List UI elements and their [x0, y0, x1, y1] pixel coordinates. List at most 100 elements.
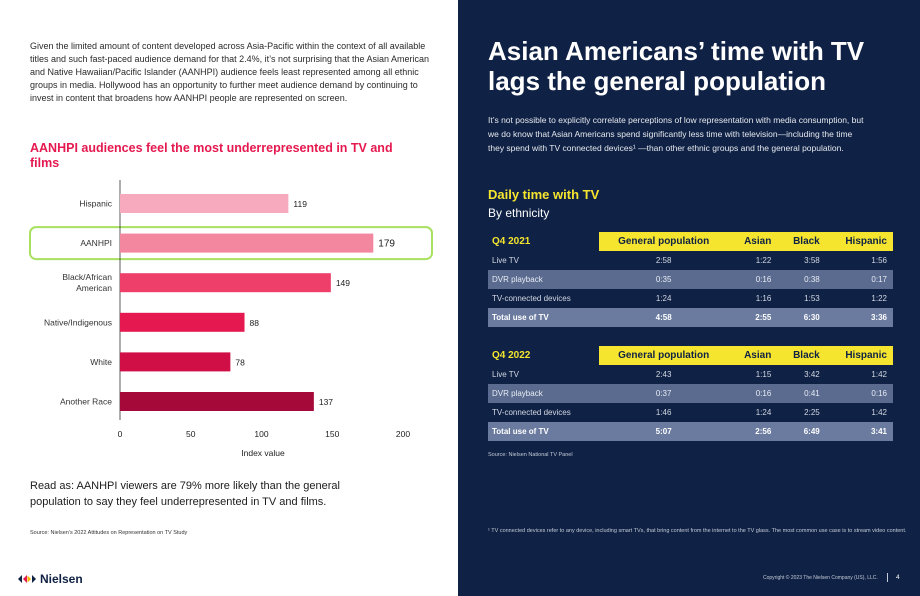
cell: 1:42: [871, 370, 887, 379]
right-intro-paragraph: It’s not possible to explicitly correlat…: [488, 115, 864, 153]
cell: 1:22: [755, 256, 772, 265]
data-label: 119: [293, 199, 307, 209]
cell: 2:55: [728, 308, 778, 327]
row-label: Total use of TV: [488, 422, 600, 441]
data-label: 149: [336, 278, 350, 288]
col-header: Black: [777, 232, 826, 251]
cell: 0:16: [728, 270, 778, 289]
nielsen-logo: Nielsen: [18, 572, 83, 586]
source-right: Source: Nielsen National TV Panel: [488, 452, 573, 458]
cell: 3:36: [825, 308, 893, 327]
cell: 2:56: [728, 422, 778, 441]
table-row: DVR playback 0:37 0:16 0:41 0:16: [488, 384, 893, 403]
cell: 0:16: [728, 384, 778, 403]
cell: 1:24: [755, 408, 772, 417]
table-header-row: Q4 2022 General population Asian Black H…: [488, 346, 893, 365]
data-label: 88: [250, 318, 260, 328]
data-label: 179: [378, 239, 395, 250]
bar-native-indigenous: [120, 312, 245, 332]
table-row: Live TV 2:58 1:22 3:58 1:56: [488, 251, 893, 270]
cell: 6:49: [777, 422, 826, 441]
category-label: AANHPI: [80, 238, 112, 248]
cell: 2:43: [655, 370, 672, 379]
source-left: Source: Nielsen’s 2022 Attitudes on Repr…: [30, 530, 188, 536]
category-label: White: [90, 357, 112, 367]
cell: 3:42: [804, 370, 820, 379]
row-label: TV-connected devices: [492, 408, 571, 417]
table-total-row: Total use of TV 5:07 2:56 6:49 3:41: [488, 422, 893, 441]
x-tick-label: 0: [118, 429, 123, 439]
right-panel: Asian Americans’ time with TV lags the g…: [458, 0, 920, 596]
table-header-row: Q4 2021 General population Asian Black H…: [488, 232, 893, 251]
cell: 1:56: [871, 256, 887, 265]
col-header: Black: [777, 346, 826, 365]
category-label: Another Race: [60, 397, 112, 407]
row-label: DVR playback: [488, 270, 600, 289]
table-total-row: Total use of TV 4:58 2:55 6:30 3:36: [488, 308, 893, 327]
cell: 3:58: [804, 256, 820, 265]
table-q4-2022: Q4 2022 General population Asian Black H…: [488, 346, 893, 441]
table-row: TV-connected devices 1:24 1:16 1:53 1:22: [488, 289, 893, 308]
data-label: 78: [235, 357, 245, 367]
cell: 1:46: [655, 408, 672, 417]
x-axis-label: Index value: [241, 448, 285, 458]
col-header: General population: [599, 346, 729, 365]
bar-white: [120, 352, 231, 372]
cell: 4:58: [599, 308, 729, 327]
cell: 5:07: [599, 422, 729, 441]
table-row: TV-connected devices 1:46 1:24 2:25 1:42: [488, 403, 893, 422]
nielsen-logo-icon: [18, 575, 36, 583]
row-label: Live TV: [492, 370, 519, 379]
row-label: DVR playback: [488, 384, 600, 403]
category-label: American: [76, 283, 112, 293]
cell: 1:42: [871, 408, 887, 417]
cell: 1:22: [871, 294, 887, 303]
category-label: Black/African: [62, 272, 112, 282]
cell: 3:41: [825, 422, 893, 441]
quarter-label: Q4 2021: [492, 236, 531, 247]
cell: 1:53: [804, 294, 820, 303]
col-header: Hispanic: [825, 232, 893, 251]
cell: 0:38: [777, 270, 826, 289]
copyright: Copyright © 2023 The Nielsen Company (US…: [763, 575, 878, 581]
x-tick-label: 200: [396, 429, 410, 439]
table-q4-2021: Q4 2021 General population Asian Black H…: [488, 232, 893, 327]
daily-time-title: Daily time with TV: [488, 187, 600, 202]
cell: 1:15: [755, 370, 772, 379]
page-number: 4: [896, 574, 900, 581]
x-tick-label: 100: [254, 429, 268, 439]
col-header: Asian: [728, 232, 778, 251]
highlight-outline: [29, 226, 433, 261]
bar-chart: 119 Hispanic 179 AANHPI 149 Black/AfricanAmer…: [29, 180, 433, 458]
daily-time-subtitle: By ethnicity: [488, 206, 550, 220]
cell: 6:30: [777, 308, 826, 327]
col-header: General population: [599, 232, 729, 251]
x-tick-label: 150: [325, 429, 339, 439]
col-header: Asian: [728, 346, 778, 365]
col-header: Hispanic: [825, 346, 893, 365]
bar-another-race: [120, 392, 314, 411]
footer-divider: [887, 573, 888, 582]
quarter-label: Q4 2022: [492, 350, 531, 361]
category-label: Native/Indigenous: [44, 317, 112, 327]
cell: 2:25: [804, 408, 820, 417]
row-label: TV-connected devices: [492, 294, 571, 303]
bar-black-african-american: [120, 273, 331, 293]
x-tick-label: 50: [186, 429, 196, 439]
cell: 0:16: [825, 384, 893, 403]
intro-paragraph: Given the limited amount of content deve…: [30, 41, 430, 103]
logo-text: Nielsen: [40, 572, 83, 586]
table-row: Live TV 2:43 1:15 3:42 1:42: [488, 365, 893, 384]
category-label: Hispanic: [79, 199, 112, 209]
row-label: Total use of TV: [488, 308, 600, 327]
chart-title: AANHPI audiences feel the most underrepr…: [30, 141, 393, 170]
table-row: DVR playback 0:35 0:16 0:38 0:17: [488, 270, 893, 289]
cell: 1:16: [755, 294, 772, 303]
cell: 0:37: [599, 384, 729, 403]
left-panel: Given the limited amount of content deve…: [0, 0, 458, 596]
row-label: Live TV: [492, 256, 519, 265]
cell: 2:58: [655, 256, 672, 265]
read-as-note: Read as: AANHPI viewers are 79% more lik…: [30, 480, 340, 508]
cell: 0:35: [599, 270, 729, 289]
bar-aanhpi: [120, 233, 374, 253]
